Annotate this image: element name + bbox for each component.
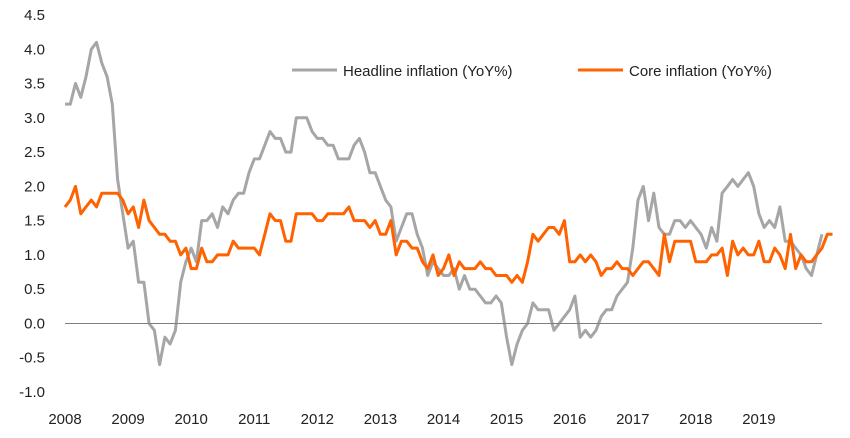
y-tick-label: 4.5 xyxy=(24,7,45,24)
x-tick-label: 2009 xyxy=(111,411,144,428)
headline-inflation-line xyxy=(65,40,824,367)
legend: Headline inflation (YoY%) Core inflation… xyxy=(292,63,772,80)
x-tick-label: 2016 xyxy=(553,411,586,428)
legend-label-core: Core inflation (YoY%) xyxy=(629,63,772,80)
y-tick-label: -1.0 xyxy=(19,384,45,401)
y-tick-label: 1.0 xyxy=(24,247,45,264)
x-tick-label: 2012 xyxy=(301,411,334,428)
y-tick-label: 2.5 xyxy=(24,144,45,161)
y-tick-label: 3.0 xyxy=(24,110,45,127)
core-inflation-line xyxy=(63,184,833,284)
x-tick-label: 2014 xyxy=(427,411,460,428)
x-tick-label: 2015 xyxy=(490,411,523,428)
legend-item-core: Core inflation (YoY%) xyxy=(578,63,772,80)
x-tick-label: 2019 xyxy=(742,411,775,428)
y-tick-label: 1.5 xyxy=(24,213,45,230)
y-tick-label: 4.0 xyxy=(24,41,45,58)
series-lines xyxy=(63,40,833,367)
y-axis-tick-labels: 4.5 4.0 3.5 3.0 2.5 2.0 1.5 1.0 0.5 0.0 -0.5 -1.0 xyxy=(19,7,45,401)
x-tick-label: 2010 xyxy=(174,411,207,428)
y-tick-label: 0.0 xyxy=(24,315,45,332)
y-tick-label: 3.5 xyxy=(24,76,45,93)
x-tick-label: 2017 xyxy=(616,411,649,428)
y-tick-label: 0.5 xyxy=(24,281,45,298)
x-tick-label: 2013 xyxy=(364,411,397,428)
y-tick-label: 2.0 xyxy=(24,178,45,195)
y-tick-label: -0.5 xyxy=(19,350,45,367)
x-tick-label: 2018 xyxy=(679,411,712,428)
x-tick-label: 2008 xyxy=(48,411,81,428)
legend-item-headline: Headline inflation (YoY%) xyxy=(292,63,513,80)
x-tick-label: 2011 xyxy=(238,411,270,428)
legend-label-headline: Headline inflation (YoY%) xyxy=(343,63,513,80)
x-axis-tick-labels: 2008 2009 2010 2011 2012 2013 2014 2015 2016 2017… xyxy=(48,411,775,428)
